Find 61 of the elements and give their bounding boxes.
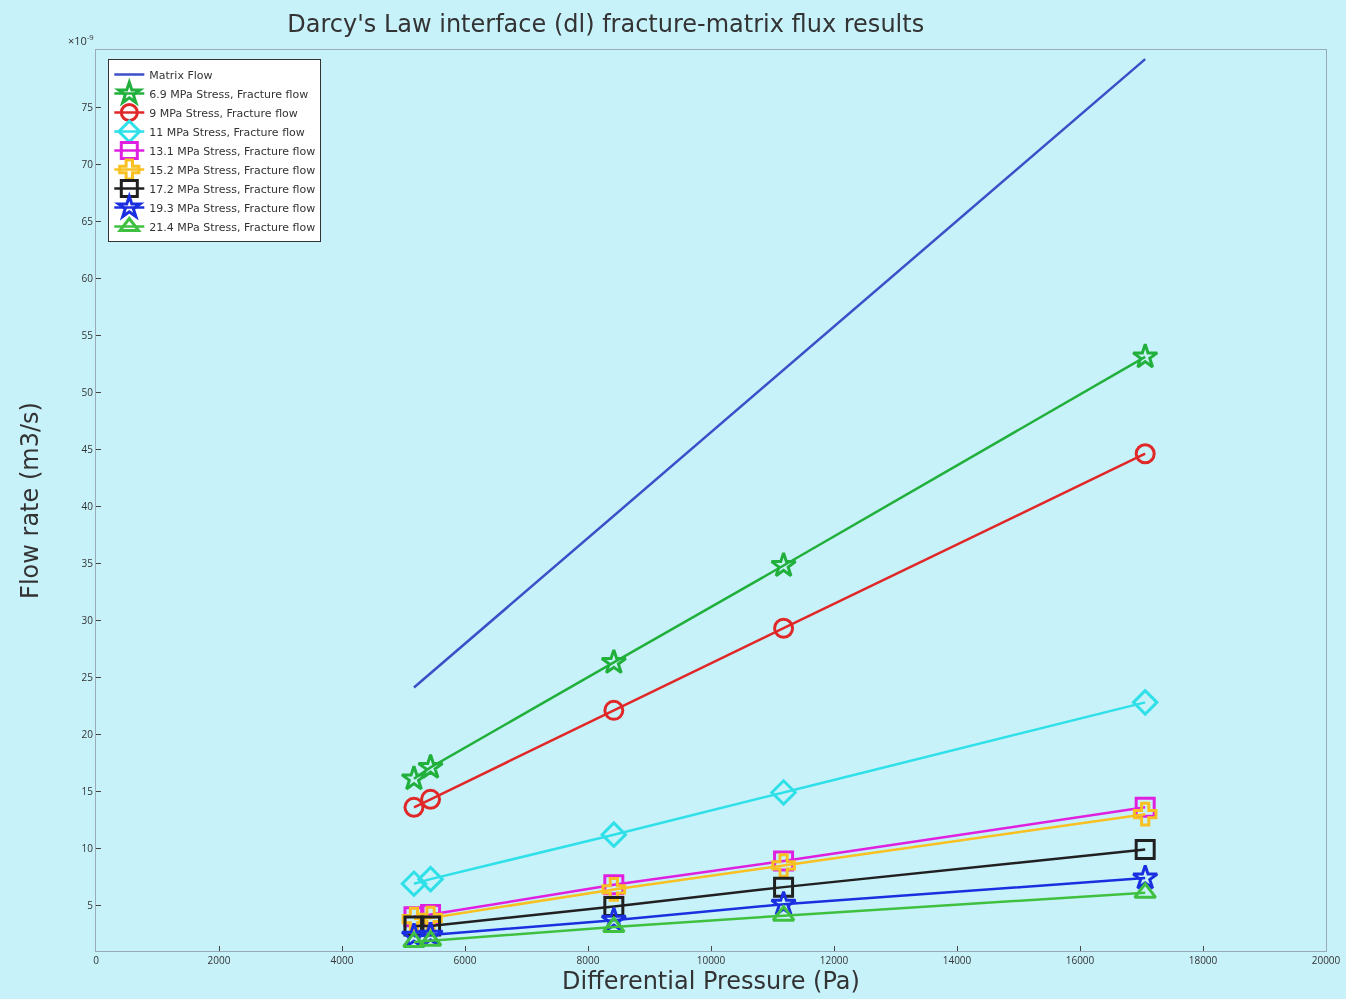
x-axis-title: Differential Pressure (Pa) [562, 967, 860, 995]
text: ×10$^{-9}$ [68, 32, 94, 48]
point [1134, 443, 1156, 465]
x-tick-label: 0 [93, 953, 100, 967]
x-tick-label: 8000 [576, 953, 600, 967]
point [770, 551, 798, 578]
y-tick-label: 5 [87, 897, 94, 912]
y-tick-label: 60 [81, 270, 94, 285]
point [402, 931, 426, 948]
point [1131, 689, 1159, 716]
legend-label: 13.1 MPa Stress, Fracture flow [149, 144, 316, 158]
y-tick-label: 10 [81, 840, 94, 855]
point [417, 865, 444, 893]
x-tick-label: 14000 [942, 953, 972, 967]
legend-label: Matrix Flow [149, 68, 213, 82]
x-tick-label: 4000 [330, 953, 354, 967]
y-tick-label: 75 [81, 99, 94, 114]
point [420, 788, 442, 810]
y-tick-label: 40 [81, 498, 94, 513]
point [1131, 342, 1159, 369]
x-tick-label: 16000 [1065, 953, 1095, 967]
point [417, 753, 445, 780]
y-tick-label: 55 [81, 327, 94, 342]
legend-label: 21.4 MPa Stress, Fracture flow [149, 220, 316, 234]
point [1131, 863, 1159, 890]
legend-label: 11 MPa Stress, Fracture flow [149, 125, 305, 139]
point [601, 916, 626, 934]
chart-title: Darcy's Law interface (dl) fracture-matrix flux results [287, 9, 925, 38]
legend-label: 17.2 MPa Stress, Fracture flow [149, 182, 316, 196]
legend-label: 19.3 MPa Stress, Fracture flow [149, 201, 316, 215]
x-tick-label: 6000 [453, 953, 477, 967]
y-tick-label: 20 [81, 726, 94, 741]
point [1134, 838, 1156, 860]
y-tick-label: 50 [81, 384, 94, 399]
point [1132, 801, 1158, 827]
point [601, 877, 627, 902]
x-tick-label: 12000 [819, 953, 849, 967]
point [771, 853, 796, 878]
legend-label: 15.2 MPa Stress, Fracture flow [149, 163, 316, 177]
y-tick-label: 45 [81, 441, 94, 456]
point [600, 648, 628, 675]
y-tick-label: 15 [81, 783, 94, 798]
legend-label: 6.9 MPa Stress, Fracture flow [149, 87, 309, 101]
y-tick-label: 70 [81, 156, 94, 171]
point [600, 821, 628, 848]
x-tick-label: 18000 [1188, 953, 1218, 967]
legend-label: 9 MPa Stress, Fracture flow [149, 106, 298, 120]
y-tick-label: 30 [81, 612, 94, 627]
point [770, 779, 797, 806]
x-tick-label: 20000 [1311, 953, 1341, 967]
y-tick-label: 35 [81, 555, 94, 570]
y-axis-title: Flow rate (m3/s) [16, 402, 44, 599]
y-tick-label: 65 [81, 213, 94, 228]
point [403, 796, 425, 818]
y-tick-label: 25 [81, 669, 94, 684]
x-tick-label: 10000 [696, 953, 726, 967]
x-tick-label: 2000 [207, 953, 231, 967]
point [603, 699, 625, 721]
point [773, 617, 795, 639]
point [773, 876, 795, 898]
point [400, 870, 428, 897]
